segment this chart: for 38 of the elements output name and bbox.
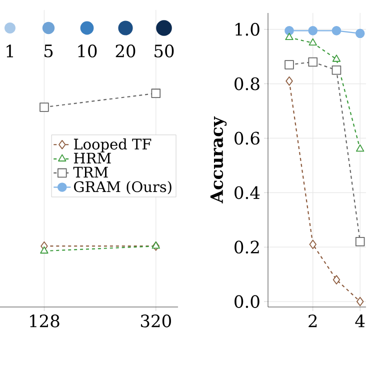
point — [284, 60, 294, 70]
category-label: 5 — [44, 44, 53, 58]
point — [356, 144, 364, 152]
x-tick-label: 4 — [355, 314, 365, 328]
point — [308, 26, 318, 36]
point — [356, 296, 364, 306]
point — [355, 237, 365, 246]
y-axis-title: Accuracy — [210, 116, 227, 204]
legend-label: GRAM (Ours) — [74, 180, 172, 194]
category-label: 20 — [116, 44, 136, 58]
point — [284, 26, 294, 36]
point — [308, 38, 317, 46]
point — [355, 28, 365, 38]
y-tick-label: 0.8 — [234, 77, 260, 90]
point — [285, 32, 294, 40]
point — [332, 66, 342, 75]
legend-label: HRM — [74, 152, 111, 164]
y-tick-label: 0.6 — [234, 132, 260, 145]
y-tick-label: 0.0 — [234, 295, 260, 308]
x-tick-label: 320 — [140, 314, 171, 328]
point — [332, 54, 341, 62]
point — [308, 57, 318, 67]
y-tick-label: 0.4 — [234, 186, 260, 200]
y-tick-label: 0.2 — [234, 240, 259, 254]
category-label: 10 — [78, 44, 97, 58]
point — [286, 76, 293, 86]
legend-label: Looped TF — [74, 138, 152, 152]
x-tick-label: 128 — [30, 314, 60, 328]
point — [309, 240, 316, 250]
point — [332, 26, 342, 36]
category-label: 1 — [6, 44, 13, 58]
point — [151, 88, 161, 98]
legend-label: TRM — [73, 166, 108, 178]
point — [332, 275, 340, 284]
category-label: 50 — [154, 44, 174, 58]
y-tick-label: 1.0 — [236, 22, 260, 36]
x-tick-label: 2 — [308, 314, 317, 328]
point — [40, 102, 49, 112]
